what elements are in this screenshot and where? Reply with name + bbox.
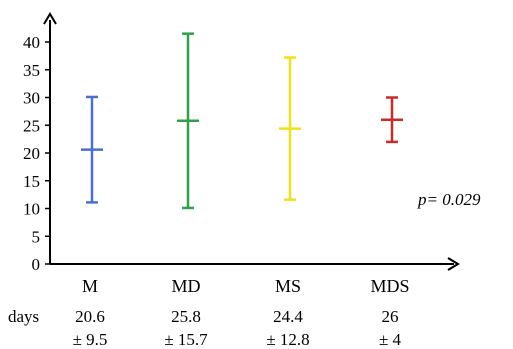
- sd-value-label: ± 15.7: [164, 330, 208, 349]
- category-labels: M 20.6 ± 9.5 MD 25.8 ± 15.7 MS 24.4 ± 12.8 MDS 26 ±…: [73, 276, 410, 349]
- y-tick-label: 30: [23, 89, 40, 108]
- y-tick-label: 35: [23, 61, 40, 80]
- y-tick-label: 0: [32, 255, 41, 274]
- mean-value-label: 25.8: [171, 307, 201, 326]
- error-bar-md: [177, 32, 199, 210]
- error-bar-mds: [381, 96, 403, 144]
- sd-value-label: ± 9.5: [73, 330, 108, 349]
- error-bar-m: [81, 95, 103, 204]
- category-label: M: [82, 276, 98, 296]
- x-axis-arrow: [447, 257, 460, 271]
- mean-value-label: 20.6: [75, 307, 105, 326]
- y-tick-label: 15: [23, 172, 40, 191]
- y-tick-label: 5: [32, 227, 41, 246]
- sd-value-label: ± 4: [379, 330, 402, 349]
- y-tick-label: 25: [23, 116, 40, 135]
- days-row-label: days: [8, 307, 39, 326]
- mean-value-label: 26: [382, 307, 399, 326]
- category-label: MDS: [370, 276, 409, 296]
- y-tick-label: 40: [23, 33, 40, 52]
- sd-value-label: ± 12.8: [266, 330, 309, 349]
- y-tick-label: 20: [23, 144, 40, 163]
- p-value-annotation: p= 0.029: [417, 190, 481, 209]
- category-label: MD: [171, 276, 200, 296]
- error-bars: [81, 32, 403, 210]
- axes: [43, 12, 460, 271]
- category-label: MS: [275, 276, 301, 296]
- y-axis-arrow: [43, 12, 57, 25]
- error-bar-ms: [279, 56, 301, 201]
- mean-value-label: 24.4: [273, 307, 303, 326]
- y-ticks: 0 5 10 15 20 25 30 35 40: [23, 33, 50, 274]
- y-tick-label: 10: [23, 200, 40, 219]
